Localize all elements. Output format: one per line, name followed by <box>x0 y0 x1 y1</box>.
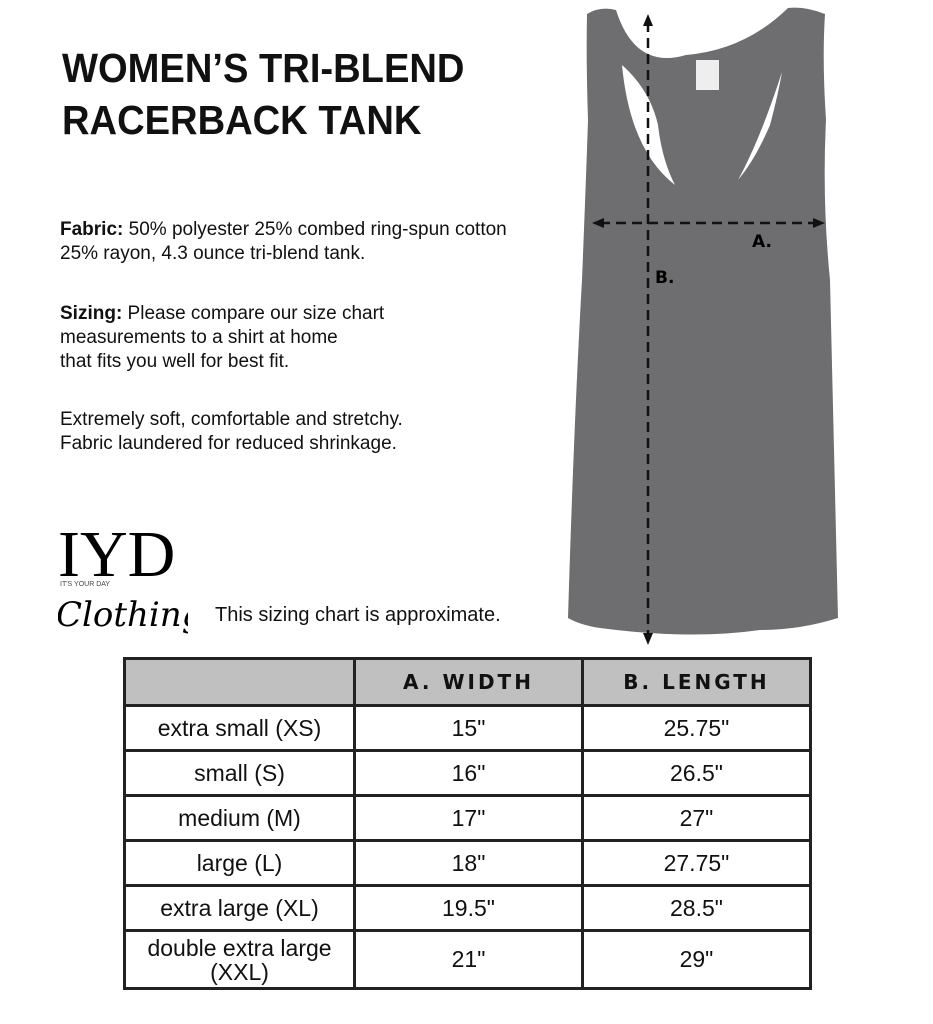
width-cell: 18" <box>353 839 584 887</box>
table-row: extra small (XS) 15" 25.75" <box>122 704 813 752</box>
sizing-info: Sizing: Please compare our size chart me… <box>60 302 384 374</box>
sizing-label: Sizing: <box>60 303 123 324</box>
fabric-text: 50% polyester 25% combed ring-spun cotto… <box>123 219 507 240</box>
width-cell: 21" <box>353 929 584 990</box>
fabric-text-2: 25% rayon, 4.3 ounce tri-blend tank. <box>60 243 366 264</box>
sizing-text: Please compare our size chart <box>122 303 385 324</box>
width-cell: 17" <box>353 794 584 842</box>
table-row: large (L) 18" 27.75" <box>122 839 813 887</box>
logo-script-text: Clothing <box>58 595 188 635</box>
table-row: small (S) 16" 26.5" <box>122 749 813 797</box>
logo-main-text: IYD <box>58 520 175 591</box>
sizing-text-3: that fits you well for best fit. <box>60 351 290 372</box>
title-line-1: WOMEN’S TRI-BLEND <box>62 45 465 91</box>
arrow-left-icon <box>592 218 604 228</box>
length-label: B. <box>655 268 674 288</box>
product-title: WOMEN’S TRI-BLEND RACERBACK TANK <box>62 42 464 146</box>
header-length: B. LENGTH <box>580 657 813 707</box>
approximate-note: This sizing chart is approximate. <box>215 604 501 626</box>
length-cell: 26.5" <box>580 749 813 797</box>
logo-sub-text: IT'S YOUR DAY <box>60 581 110 588</box>
tank-body <box>568 7 838 635</box>
soft-text-1: Extremely soft, comfortable and stretchy… <box>60 409 403 430</box>
title-line-2: RACERBACK TANK <box>62 97 422 143</box>
length-cell: 27" <box>580 794 813 842</box>
width-cell: 19.5" <box>353 884 584 932</box>
fabric-care-info: Extremely soft, comfortable and stretchy… <box>60 408 403 456</box>
size-cell: large (L) <box>122 839 357 887</box>
table-row: medium (M) 17" 27" <box>122 794 813 842</box>
arrow-down-icon <box>643 633 653 645</box>
length-cell: 25.75" <box>580 704 813 752</box>
iyd-clothing-logo: IYD IT'S YOUR DAY Clothing <box>58 520 188 635</box>
arrow-up-icon <box>643 14 653 26</box>
size-cell: small (S) <box>122 749 357 797</box>
neck-label-icon <box>696 60 719 90</box>
size-table: A. WIDTH B. LENGTH extra small (XS) 15" 25… <box>122 657 813 990</box>
sizing-text-2: measurements to a shirt at home <box>60 327 338 348</box>
width-cell: 16" <box>353 749 584 797</box>
table-header-row: A. WIDTH B. LENGTH <box>122 657 813 707</box>
size-cell: extra large (XL) <box>122 884 357 932</box>
size-cell: double extra large (XXL) <box>122 929 357 990</box>
length-cell: 27.75" <box>580 839 813 887</box>
size-cell: medium (M) <box>122 794 357 842</box>
header-size <box>122 657 357 707</box>
arrow-right-icon <box>813 218 825 228</box>
width-cell: 15" <box>353 704 584 752</box>
table-row: double extra large (XXL) 21" 29" <box>122 929 813 990</box>
size-cell: extra small (XS) <box>122 704 357 752</box>
soft-text-2: Fabric laundered for reduced shrinkage. <box>60 433 397 454</box>
tank-diagram: A. B. <box>568 7 838 645</box>
length-cell: 28.5" <box>580 884 813 932</box>
table-row: extra large (XL) 19.5" 28.5" <box>122 884 813 932</box>
header-width: A. WIDTH <box>353 657 584 707</box>
fabric-label: Fabric: <box>60 219 124 240</box>
fabric-info: Fabric: 50% polyester 25% combed ring-sp… <box>60 218 507 266</box>
width-label: A. <box>752 232 772 252</box>
length-cell: 29" <box>580 929 813 990</box>
